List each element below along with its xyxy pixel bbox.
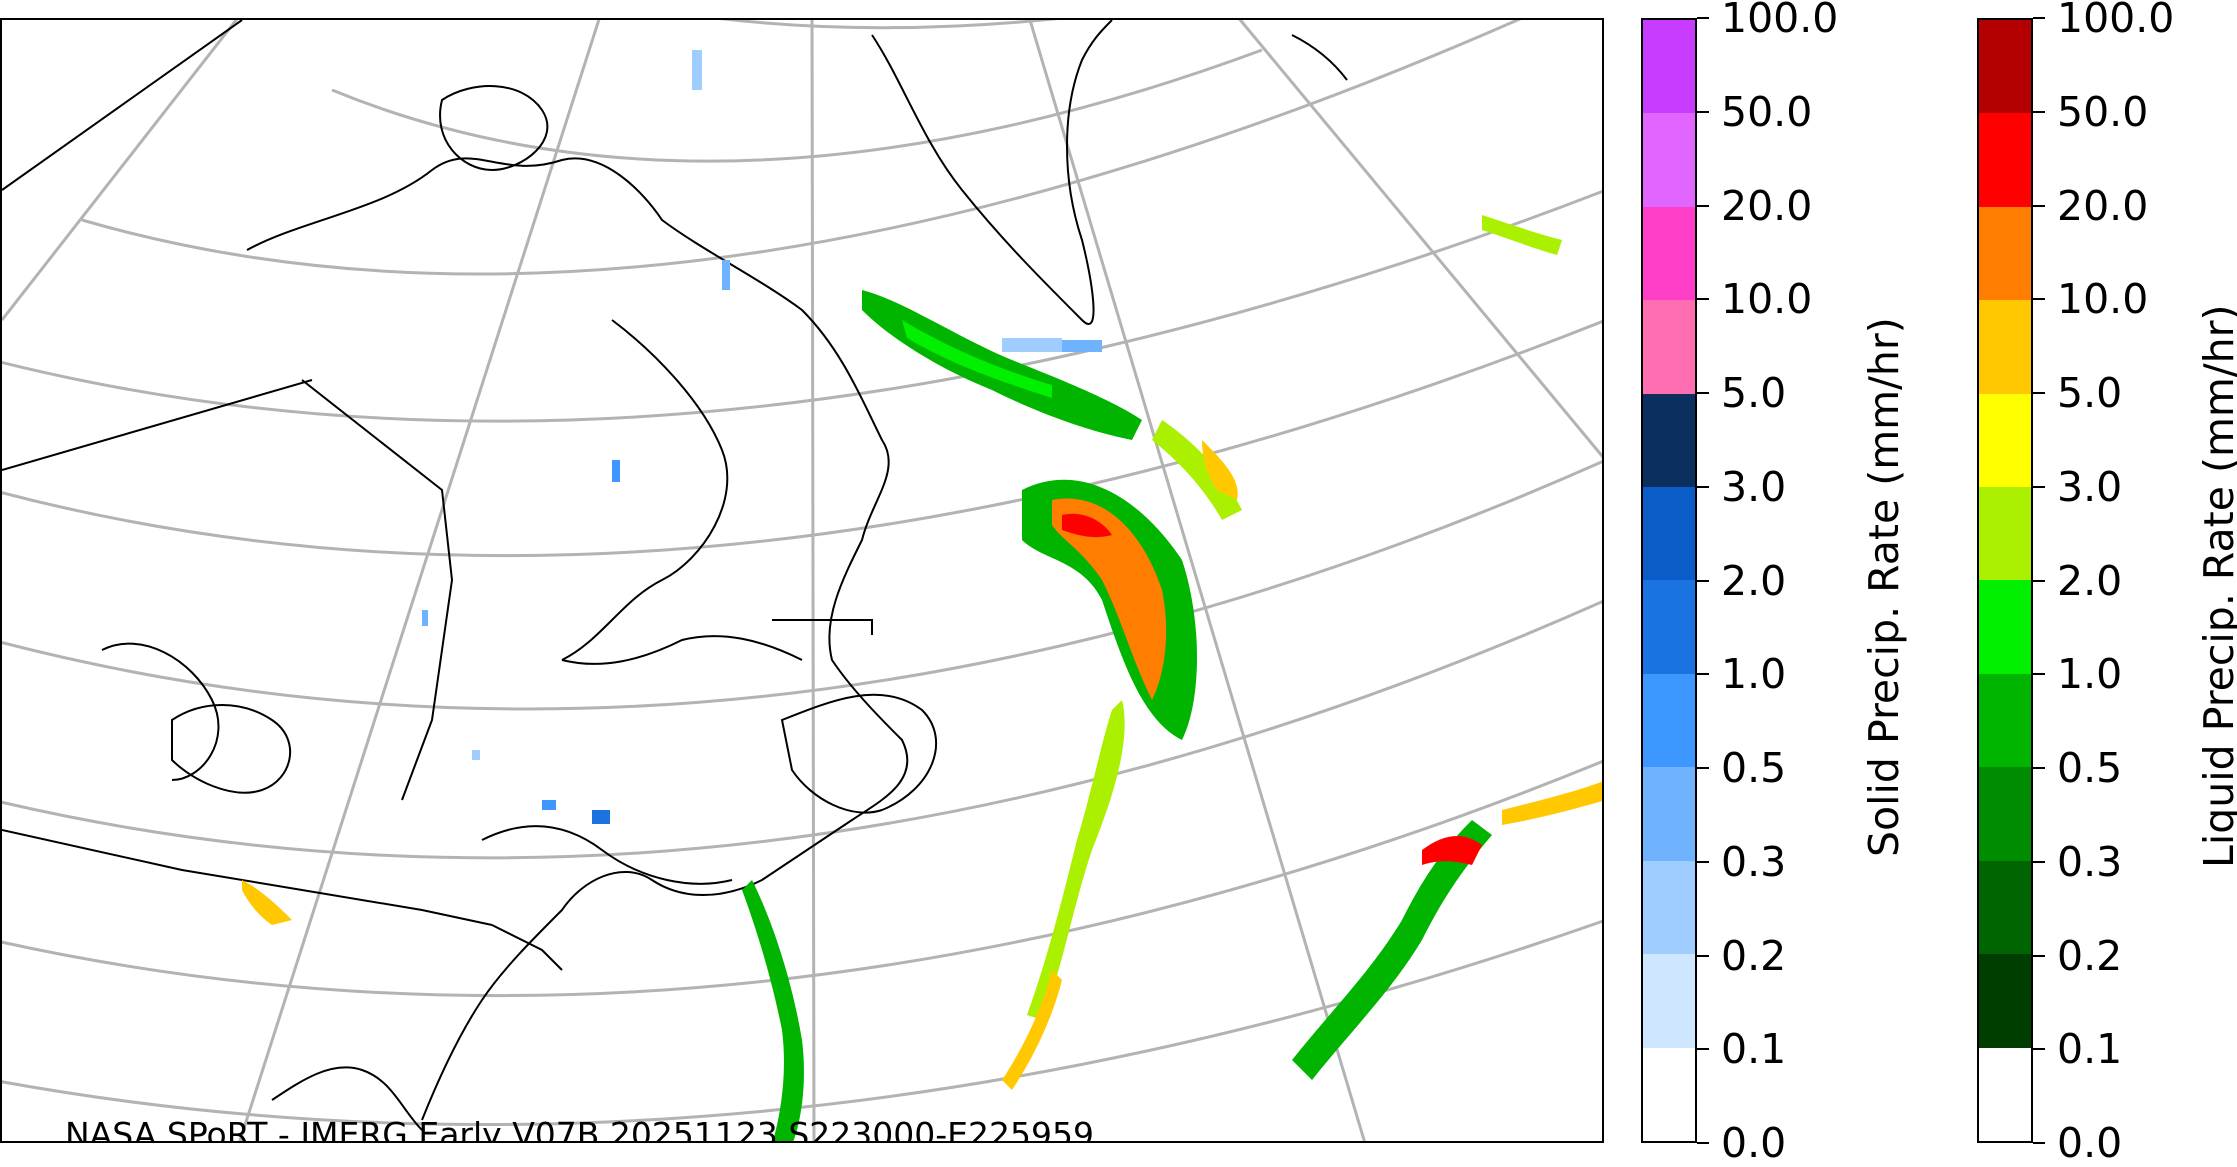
latitude-lines xyxy=(2,20,1602,1127)
tick-mark xyxy=(2033,1142,2045,1144)
tick-mark xyxy=(1697,485,1709,488)
tick-mark xyxy=(2033,204,2045,207)
tick-label: 5.0 xyxy=(2057,369,2123,417)
liquid-colorbar-segment xyxy=(1979,860,2031,955)
solid-precip-colorbar xyxy=(1641,18,1697,1143)
liquid-colorbar-segment xyxy=(1979,300,2031,394)
liquid-colorbar-segment xyxy=(1979,487,2031,581)
political-boundaries xyxy=(2,20,563,971)
tick-label: 0.5 xyxy=(1721,744,1787,792)
solid-colorbar-segment xyxy=(1643,393,1695,488)
tick-label: 50.0 xyxy=(2057,87,2149,136)
tick-mark xyxy=(2033,392,2045,394)
tick-mark xyxy=(2033,673,2045,676)
tick-mark xyxy=(2033,954,2045,957)
liquid-precip-ticks: 0.0 0.1 0.2 0.3 0.5 1.0 2.0 3.0 5.0 10.0 20.0 50.0 1… xyxy=(2033,0,2183,1165)
tick-label: 10.0 xyxy=(1721,275,1813,324)
tick-mark xyxy=(2033,767,2045,769)
liquid-colorbar-segment xyxy=(1979,673,2031,768)
tick-mark xyxy=(1697,392,1709,394)
liquid-colorbar-segment xyxy=(1979,580,2031,674)
tick-label: 0.1 xyxy=(1721,1025,1787,1074)
tick-label: 100.0 xyxy=(2057,0,2175,42)
tick-label: 0.3 xyxy=(1721,837,1787,886)
tick-label: 20.0 xyxy=(2057,181,2149,230)
tick-label: 20.0 xyxy=(1721,181,1813,230)
tick-mark xyxy=(1697,1048,1709,1051)
solid-colorbar-segment xyxy=(1643,954,1695,1048)
solid-colorbar-segment xyxy=(1643,206,1695,301)
longitude-lines xyxy=(2,20,1602,1141)
tick-label: 2.0 xyxy=(2057,556,2123,605)
tick-label: 0.1 xyxy=(2057,1025,2123,1074)
tick-label: 0.0 xyxy=(2057,1119,2123,1167)
tick-mark xyxy=(2033,579,2045,582)
tick-mark xyxy=(2033,110,2045,113)
liquid-precip-title: Liquid Precip. Rate (mm/hr) xyxy=(2195,304,2237,868)
tick-mark xyxy=(1697,579,1709,582)
tick-mark xyxy=(1697,673,1709,676)
solid-precip-title: Solid Precip. Rate (mm/hr) xyxy=(1860,317,1908,857)
liquid-colorbar-segment xyxy=(1979,19,2031,114)
tick-mark xyxy=(1697,204,1709,207)
solid-colorbar-segment xyxy=(1643,19,1695,114)
tick-label: 0.2 xyxy=(2057,931,2123,980)
tick-mark xyxy=(1697,1142,1709,1144)
tick-mark xyxy=(2033,17,2045,19)
solid-colorbar-segment xyxy=(1643,300,1695,394)
coastlines xyxy=(101,20,1348,1131)
tick-label: 2.0 xyxy=(1721,556,1787,605)
tick-label: 10.0 xyxy=(2057,275,2149,324)
tick-mark xyxy=(1697,860,1709,863)
tick-label: 0.0 xyxy=(1721,1119,1787,1167)
solid-precip-areas xyxy=(422,50,1102,824)
precipitation-map: NASA SPoRT - IMERG Early V07B 20251123 S… xyxy=(0,18,1604,1143)
liquid-colorbar-segment xyxy=(1979,113,2031,207)
liquid-colorbar-segment xyxy=(1979,1047,2031,1141)
tick-label: 50.0 xyxy=(1721,87,1813,136)
tick-label: 0.2 xyxy=(1721,931,1787,980)
tick-label: 0.3 xyxy=(2057,837,2123,886)
liquid-colorbar-segment xyxy=(1979,393,2031,488)
tick-mark xyxy=(1697,110,1709,113)
tick-mark xyxy=(1697,298,1709,301)
tick-label: 5.0 xyxy=(1721,369,1787,417)
tick-mark xyxy=(1697,767,1709,769)
tick-label: 100.0 xyxy=(1721,0,1839,42)
tick-mark xyxy=(1697,17,1709,19)
solid-colorbar-segment xyxy=(1643,1047,1695,1141)
tick-label: 3.0 xyxy=(2057,462,2123,511)
solid-precip-ticks: 0.0 0.1 0.2 0.3 0.5 1.0 2.0 3.0 5.0 10.0 20.0 50.0 1… xyxy=(1697,0,1847,1165)
solid-colorbar-segment xyxy=(1643,580,1695,674)
tick-mark xyxy=(1697,954,1709,957)
tick-label: 1.0 xyxy=(1721,650,1787,699)
tick-mark xyxy=(2033,860,2045,863)
tick-label: 3.0 xyxy=(1721,462,1787,511)
tick-label: 1.0 xyxy=(2057,650,2123,699)
map-canvas xyxy=(2,20,1602,1141)
solid-colorbar-segment xyxy=(1643,487,1695,581)
solid-colorbar-segment xyxy=(1643,767,1695,861)
solid-colorbar-segment xyxy=(1643,113,1695,207)
tick-label: 0.5 xyxy=(2057,744,2123,792)
data-source-credit: NASA SPoRT - IMERG Early V07B 20251123 S… xyxy=(65,1115,1094,1143)
liquid-precip-areas xyxy=(242,215,1602,1141)
tick-mark xyxy=(2033,485,2045,488)
liquid-colorbar-segment xyxy=(1979,767,2031,861)
liquid-precip-colorbar xyxy=(1977,18,2033,1143)
solid-colorbar-segment xyxy=(1643,673,1695,768)
liquid-colorbar-segment xyxy=(1979,954,2031,1048)
liquid-colorbar-segment xyxy=(1979,206,2031,301)
solid-colorbar-segment xyxy=(1643,860,1695,955)
tick-mark xyxy=(2033,1048,2045,1051)
tick-mark xyxy=(2033,298,2045,301)
